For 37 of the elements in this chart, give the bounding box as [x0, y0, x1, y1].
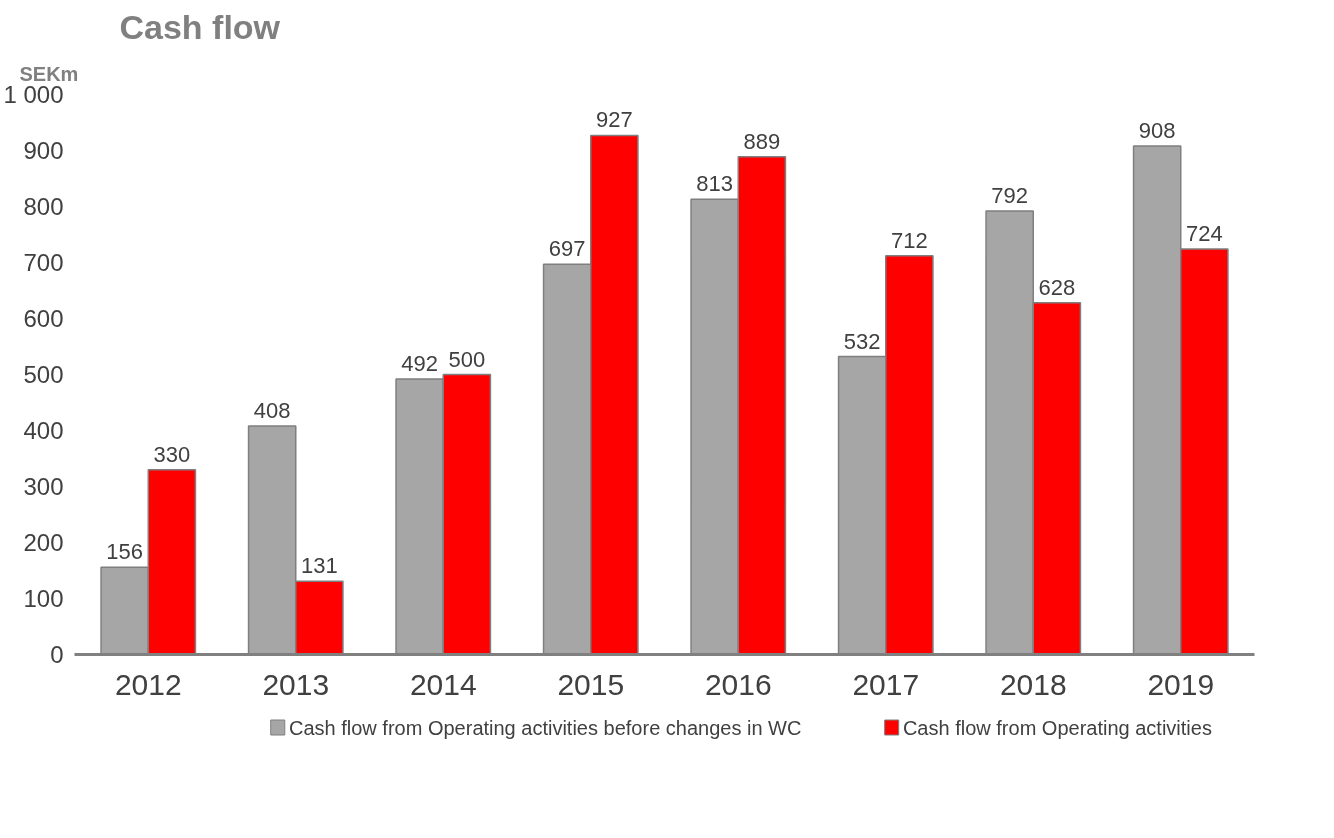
x-tick-label: 2016	[704, 667, 772, 701]
data-label: 908	[1138, 118, 1176, 144]
x-tick-label: 2013	[262, 667, 330, 701]
y-tick-label: 400	[23, 417, 64, 444]
y-tick-label: 100	[23, 585, 64, 612]
y-tick-label: 200	[23, 529, 64, 556]
y-tick-label: 600	[23, 305, 64, 332]
data-label: 712	[891, 227, 928, 253]
data-label: 408	[253, 398, 291, 424]
data-label: 813	[696, 171, 734, 197]
data-label: 330	[153, 441, 191, 467]
y-tick-label: 700	[23, 249, 64, 276]
data-label: 500	[448, 346, 486, 372]
y-tick-label: 900	[23, 137, 64, 164]
y-tick-label: 800	[23, 193, 64, 220]
x-tick-label: 2018	[999, 667, 1067, 701]
y-tick-label: 500	[23, 361, 64, 388]
x-tick-label: 2015	[557, 667, 625, 701]
y-tick-label: 0	[50, 641, 64, 668]
x-tick-label: 2012	[114, 667, 182, 701]
data-label: 724	[1186, 221, 1223, 247]
x-tick-label: 2014	[409, 667, 477, 701]
data-label: 927	[596, 107, 633, 133]
data-label: 697	[548, 236, 586, 262]
data-label: 792	[991, 182, 1029, 208]
data-label: 492	[401, 350, 439, 376]
data-label: 131	[301, 553, 338, 579]
y-tick-label: 300	[23, 473, 64, 500]
data-label: 156	[106, 539, 144, 565]
legend-label: Cash flow from Operating activities	[902, 716, 1212, 739]
x-tick-label: 2017	[852, 667, 920, 701]
data-label: 532	[843, 328, 881, 354]
data-label: 889	[743, 128, 781, 154]
data-label: 628	[1038, 274, 1076, 300]
legend-label: Cash flow from Operating activities before changes in WC	[288, 716, 802, 739]
chart-title: Cash flow	[119, 7, 281, 46]
x-tick-label: 2019	[1147, 667, 1215, 701]
